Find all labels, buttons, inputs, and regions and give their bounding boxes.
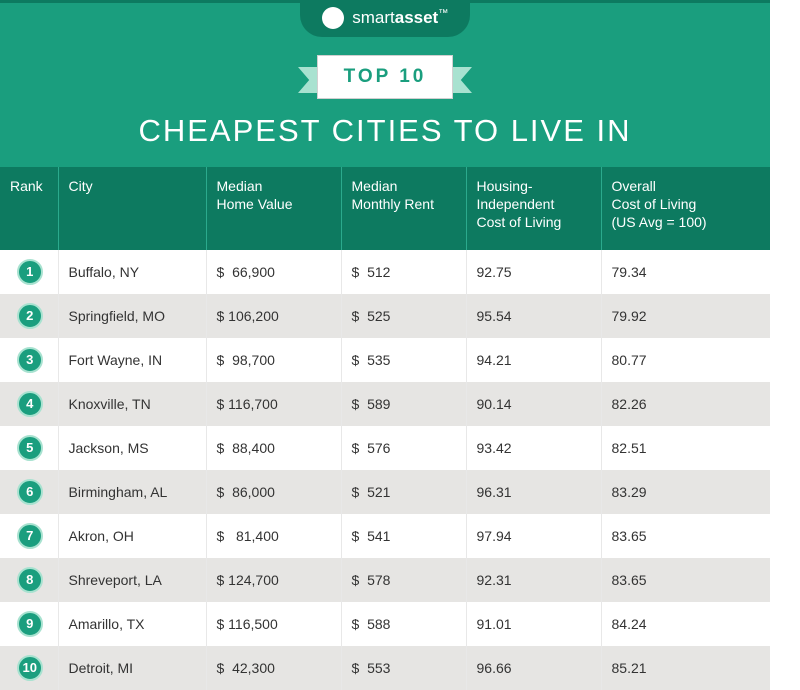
badge-row: TOP 10 <box>0 55 770 99</box>
rank-badge: 10 <box>17 655 43 681</box>
table-row: 5 Jackson, MS$ 88,400$ 57693.4282.51 <box>0 426 770 470</box>
cell-rank: 8 <box>0 558 58 602</box>
cell-rank: 4 <box>0 382 58 426</box>
cell-hicol: 91.01 <box>466 602 601 646</box>
cell-ocol: 85.21 <box>601 646 770 690</box>
cell-home: $ 116,700 <box>206 382 341 426</box>
table-row: 7 Akron, OH$ 81,400$ 54197.9483.65 <box>0 514 770 558</box>
cell-hicol: 96.31 <box>466 470 601 514</box>
logo-icon <box>322 7 344 29</box>
infographic-container: smartasset™ TOP 10 CHEAPEST CITIES TO LI… <box>0 0 770 655</box>
rank-badge: 9 <box>17 611 43 637</box>
cell-home: $ 116,500 <box>206 602 341 646</box>
col-ocol: OverallCost of Living(US Avg = 100) <box>601 167 770 250</box>
cell-city: Fort Wayne, IN <box>58 338 206 382</box>
cell-home: $ 88,400 <box>206 426 341 470</box>
cell-rent: $ 521 <box>341 470 466 514</box>
rank-badge: 8 <box>17 567 43 593</box>
rank-badge: 4 <box>17 391 43 417</box>
table-row: 6 Birmingham, AL$ 86,000$ 52196.3183.29 <box>0 470 770 514</box>
cell-home: $ 66,900 <box>206 250 341 294</box>
rank-badge: 1 <box>17 259 43 285</box>
table-row: 4 Knoxville, TN$ 116,700$ 58990.1482.26 <box>0 382 770 426</box>
cell-hicol: 97.94 <box>466 514 601 558</box>
table-row: 10 Detroit, MI$ 42,300$ 55396.6685.21 <box>0 646 770 690</box>
cell-hicol: 95.54 <box>466 294 601 338</box>
cell-city: Jackson, MS <box>58 426 206 470</box>
cell-hicol: 94.21 <box>466 338 601 382</box>
cell-city: Springfield, MO <box>58 294 206 338</box>
cell-ocol: 83.65 <box>601 558 770 602</box>
table-header-row: Rank City MedianHome Value MedianMonthly… <box>0 167 770 250</box>
cell-rank: 9 <box>0 602 58 646</box>
table-body: 1 Buffalo, NY$ 66,900$ 51292.7579.34 2 Spri… <box>0 250 770 690</box>
cell-rent: $ 588 <box>341 602 466 646</box>
cell-city: Shreveport, LA <box>58 558 206 602</box>
cell-rent: $ 541 <box>341 514 466 558</box>
cell-home: $ 86,000 <box>206 470 341 514</box>
cell-ocol: 80.77 <box>601 338 770 382</box>
cell-ocol: 79.92 <box>601 294 770 338</box>
cell-city: Birmingham, AL <box>58 470 206 514</box>
cell-rank: 10 <box>0 646 58 690</box>
cell-home: $ 42,300 <box>206 646 341 690</box>
cell-rank: 7 <box>0 514 58 558</box>
cell-home: $ 124,700 <box>206 558 341 602</box>
cell-ocol: 84.24 <box>601 602 770 646</box>
cell-city: Amarillo, TX <box>58 602 206 646</box>
col-city: City <box>58 167 206 250</box>
cell-city: Detroit, MI <box>58 646 206 690</box>
cell-city: Knoxville, TN <box>58 382 206 426</box>
header: smartasset™ TOP 10 CHEAPEST CITIES TO LI… <box>0 0 770 167</box>
brand-logo: smartasset™ <box>300 3 470 37</box>
top10-badge: TOP 10 <box>317 55 454 99</box>
cell-home: $ 106,200 <box>206 294 341 338</box>
cell-rent: $ 553 <box>341 646 466 690</box>
cell-rent: $ 578 <box>341 558 466 602</box>
cell-hicol: 92.31 <box>466 558 601 602</box>
rank-badge: 5 <box>17 435 43 461</box>
cell-city: Akron, OH <box>58 514 206 558</box>
table-row: 3 Fort Wayne, IN$ 98,700$ 53594.2180.77 <box>0 338 770 382</box>
cell-ocol: 83.65 <box>601 514 770 558</box>
cell-rent: $ 576 <box>341 426 466 470</box>
table-row: 1 Buffalo, NY$ 66,900$ 51292.7579.34 <box>0 250 770 294</box>
rank-badge: 2 <box>17 303 43 329</box>
cell-ocol: 83.29 <box>601 470 770 514</box>
cell-hicol: 92.75 <box>466 250 601 294</box>
col-home: MedianHome Value <box>206 167 341 250</box>
page-title: CHEAPEST CITIES TO LIVE IN <box>0 113 770 149</box>
cell-rent: $ 512 <box>341 250 466 294</box>
cell-rank: 6 <box>0 470 58 514</box>
cell-rank: 3 <box>0 338 58 382</box>
cell-hicol: 90.14 <box>466 382 601 426</box>
cell-rent: $ 525 <box>341 294 466 338</box>
cell-hicol: 93.42 <box>466 426 601 470</box>
cell-rank: 5 <box>0 426 58 470</box>
table-row: 2 Springfield, MO$ 106,200$ 52595.5479.92 <box>0 294 770 338</box>
cities-table: Rank City MedianHome Value MedianMonthly… <box>0 167 770 690</box>
col-hicol: Housing-IndependentCost of Living <box>466 167 601 250</box>
cell-ocol: 82.26 <box>601 382 770 426</box>
cell-ocol: 82.51 <box>601 426 770 470</box>
brand-name: smartasset™ <box>352 8 448 28</box>
cell-rent: $ 535 <box>341 338 466 382</box>
cell-ocol: 79.34 <box>601 250 770 294</box>
col-rent: MedianMonthly Rent <box>341 167 466 250</box>
rank-badge: 3 <box>17 347 43 373</box>
rank-badge: 6 <box>17 479 43 505</box>
cell-rank: 1 <box>0 250 58 294</box>
cell-rent: $ 589 <box>341 382 466 426</box>
cell-city: Buffalo, NY <box>58 250 206 294</box>
rank-badge: 7 <box>17 523 43 549</box>
col-rank: Rank <box>0 167 58 250</box>
table-row: 8 Shreveport, LA$ 124,700$ 57892.3183.65 <box>0 558 770 602</box>
cell-rank: 2 <box>0 294 58 338</box>
cell-home: $ 98,700 <box>206 338 341 382</box>
table-row: 9 Amarillo, TX$ 116,500$ 58891.0184.24 <box>0 602 770 646</box>
cell-home: $ 81,400 <box>206 514 341 558</box>
cell-hicol: 96.66 <box>466 646 601 690</box>
